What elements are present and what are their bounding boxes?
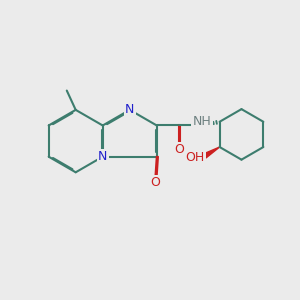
- Polygon shape: [203, 147, 220, 158]
- Text: NH: NH: [193, 115, 211, 128]
- Text: N: N: [98, 150, 107, 163]
- Text: N: N: [125, 103, 134, 116]
- Text: OH: OH: [186, 151, 205, 164]
- Text: O: O: [174, 143, 184, 156]
- Text: O: O: [150, 176, 160, 189]
